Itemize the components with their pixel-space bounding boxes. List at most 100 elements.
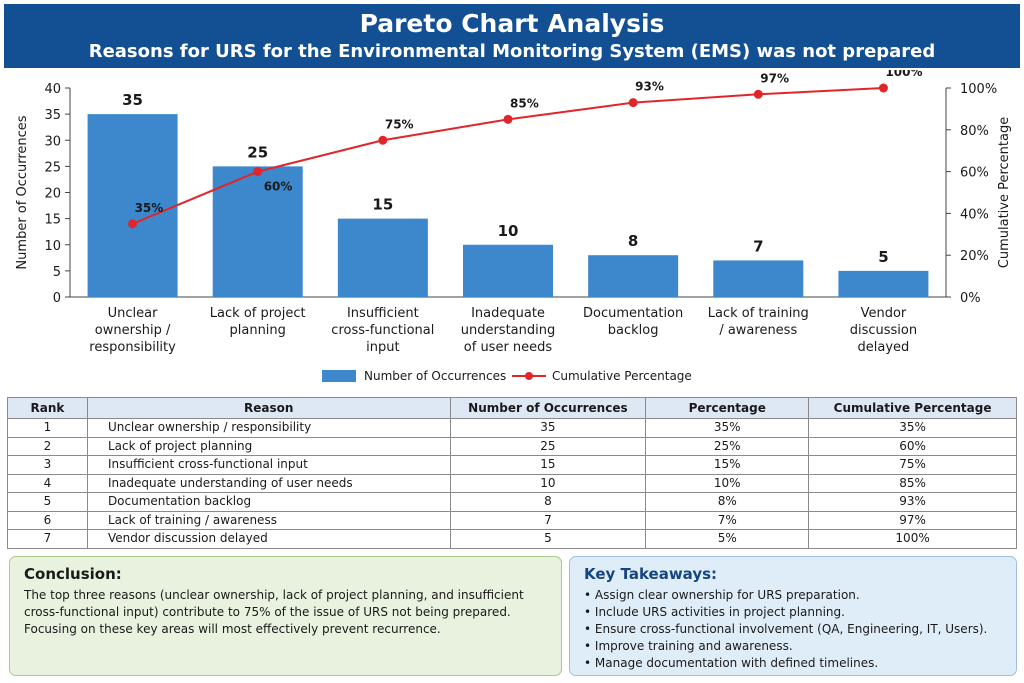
bar <box>838 270 929 297</box>
table-cell: Documentation backlog <box>86 492 451 512</box>
table-cell: 97% <box>808 510 1017 530</box>
table-cell: Lack of project planning <box>86 436 451 456</box>
table-cell: 10 <box>449 473 647 493</box>
x-axis-category-label: Inadequate understanding of user needs <box>461 306 556 355</box>
x-axis-category-label: Vendor discussion delayed <box>850 306 917 355</box>
cumulative-value-label: 60% <box>264 180 293 194</box>
bar-value-label: 15 <box>372 196 393 214</box>
table-header-cell: Cumulative Percentage <box>808 397 1017 419</box>
bar <box>713 260 804 297</box>
cumulative-value-label: 100% <box>885 70 922 79</box>
takeaways-list: Assign clear ownership for URS preparati… <box>584 587 1002 672</box>
table-cell: Unclear ownership / responsibility <box>86 418 451 438</box>
y2-axis-tick-label: 20% <box>960 249 989 264</box>
bar-value-label: 7 <box>753 237 763 255</box>
cumulative-point <box>753 89 763 99</box>
y-axis-tick-label: 0 <box>53 291 61 306</box>
y-axis-tick-label: 40 <box>44 82 61 97</box>
cumulative-point <box>628 98 638 108</box>
table-cell: 2 <box>7 436 88 456</box>
cumulative-value-label: 75% <box>385 117 414 131</box>
y-axis-tick-label: 15 <box>44 213 61 228</box>
table-cell: 8 <box>449 492 647 512</box>
table-cell: 100% <box>808 529 1017 549</box>
cumulative-value-label: 93% <box>635 80 664 94</box>
table-cell: 5 <box>449 529 647 549</box>
bar <box>212 166 303 297</box>
table-header-cell: Number of Occurrences <box>449 397 647 419</box>
legend-label-bars: Number of Occurrences <box>364 369 506 383</box>
y-axis-tick-label: 20 <box>44 187 61 202</box>
cumulative-value-label: 97% <box>760 71 789 85</box>
legend-swatch-bars <box>322 370 356 382</box>
table-cell: 3 <box>7 455 88 475</box>
x-axis-category-label: Lack of training / awareness <box>708 306 809 338</box>
table-cell: 5% <box>645 529 810 549</box>
table-cell: 85% <box>808 473 1017 493</box>
takeaways-title: Key Takeaways: <box>584 565 718 583</box>
table-cell: 7 <box>449 510 647 530</box>
table-cell: 6 <box>7 510 88 530</box>
y-axis-tick-label: 25 <box>44 160 61 175</box>
table-row: 7 Vendor discussion delayed 5 5% 100% <box>7 529 1017 549</box>
header-banner: Pareto Chart Analysis Reasons for URS fo… <box>4 4 1020 68</box>
table-header-cell: Rank <box>7 397 88 419</box>
cumulative-value-label: 35% <box>135 201 164 215</box>
key-takeaways-box: Key Takeaways: Assign clear ownership fo… <box>569 556 1017 676</box>
table-cell: 15% <box>645 455 810 475</box>
table-cell: 7 <box>7 529 88 549</box>
bar-value-label: 5 <box>878 248 888 266</box>
table-cell: Vendor discussion delayed <box>86 529 451 549</box>
table-row: 1 Unclear ownership / responsibility 35 35%… <box>7 418 1017 438</box>
page-title: Pareto Chart Analysis <box>359 9 665 38</box>
table-cell: 15 <box>449 455 647 475</box>
table-row: 3 Insufficient cross-functional input 15 15… <box>7 455 1017 475</box>
bar <box>463 244 553 297</box>
table-row: 4 Inadequate understanding of user needs 1… <box>7 473 1017 493</box>
table-cell: Lack of training / awareness <box>86 510 451 530</box>
table-cell: 25% <box>645 436 810 456</box>
table-cell: 35% <box>645 418 810 438</box>
table-row: 2 Lack of project planning 25 25% 60% <box>7 436 1017 456</box>
y-axis-title: Number of Occurrences <box>15 115 30 269</box>
table-cell: 60% <box>808 436 1017 456</box>
table-cell: 5 <box>7 492 88 512</box>
table-cell: 35% <box>808 418 1017 438</box>
cumulative-point <box>378 135 388 145</box>
takeaway-item: Assign clear ownership for URS preparati… <box>584 587 1002 604</box>
x-axis-category-label: Unclear ownership / responsibility <box>89 306 176 355</box>
table-header-cell: Percentage <box>645 397 810 419</box>
conclusion-title: Conclusion: <box>24 565 122 583</box>
cumulative-point <box>503 114 513 124</box>
legend-swatch-line-marker <box>525 372 533 380</box>
cumulative-point <box>253 167 263 177</box>
page-subtitle: Reasons for URS for the Environmental Mo… <box>88 41 936 62</box>
cumulative-value-label: 85% <box>510 96 539 110</box>
table-header-cell: Reason <box>86 397 451 419</box>
table-cell: 75% <box>808 455 1017 475</box>
pareto-data-table: Rank Reason Number of Occurrences Percentag… <box>7 397 1017 549</box>
y-axis-tick-label: 35 <box>44 108 61 123</box>
table-cell: Inadequate understanding of user needs <box>86 473 451 493</box>
y2-axis-tick-label: 80% <box>960 124 989 139</box>
bar-value-label: 25 <box>247 143 268 161</box>
table-row: 5 Documentation backlog 8 8% 93% <box>7 492 1017 512</box>
takeaway-item: Improve training and awareness. <box>584 638 1002 655</box>
bar <box>337 218 428 297</box>
y2-axis-title: Cumulative Percentage <box>997 117 1012 268</box>
table-cell: 8% <box>645 492 810 512</box>
table-cell: 93% <box>808 492 1017 512</box>
x-axis-category-label: Documentation backlog <box>583 306 683 338</box>
table-cell: 1 <box>7 418 88 438</box>
bar <box>588 255 679 297</box>
y2-axis-tick-label: 60% <box>960 166 989 181</box>
takeaway-item: Ensure cross-functional involvement (QA,… <box>584 621 1002 638</box>
table-header-row: Rank Reason Number of Occurrences Percentag… <box>7 397 1017 419</box>
table-cell: Insufficient cross-functional input <box>86 455 451 475</box>
x-axis-category-label: Lack of project planning <box>210 306 306 338</box>
y2-axis-tick-label: 40% <box>960 207 989 222</box>
conclusion-box: Conclusion: The top three reasons (uncle… <box>9 556 562 676</box>
takeaway-item: Manage documentation with defined timeli… <box>584 655 1002 672</box>
y-axis-tick-label: 30 <box>44 134 61 149</box>
bar <box>87 114 178 297</box>
